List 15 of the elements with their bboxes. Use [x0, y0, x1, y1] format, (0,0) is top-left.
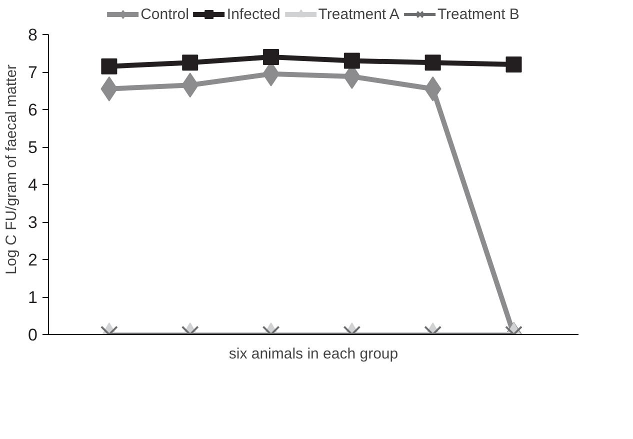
y-tick-label: 8 [28, 26, 38, 44]
y-tick-label: 2 [28, 250, 38, 270]
y-tick-label: 4 [28, 176, 38, 194]
legend-label: Treatment B [437, 6, 520, 22]
y-tick-label: 1 [28, 288, 38, 307]
y-tick-label: 5 [28, 138, 38, 157]
y-axis-title: Log C FU/gram of faecal matter [3, 64, 20, 275]
y-tick-label: 0 [28, 326, 38, 344]
legend-label: Infected [226, 6, 280, 22]
legend-label: Treatment A [318, 6, 400, 22]
legend-label: Control [140, 6, 189, 22]
x-axis-title: six animals in each group [228, 346, 398, 362]
y-tick-label: 6 [28, 100, 38, 120]
y-tick-label: 3 [28, 213, 38, 232]
y-tick-label: 7 [28, 63, 38, 82]
